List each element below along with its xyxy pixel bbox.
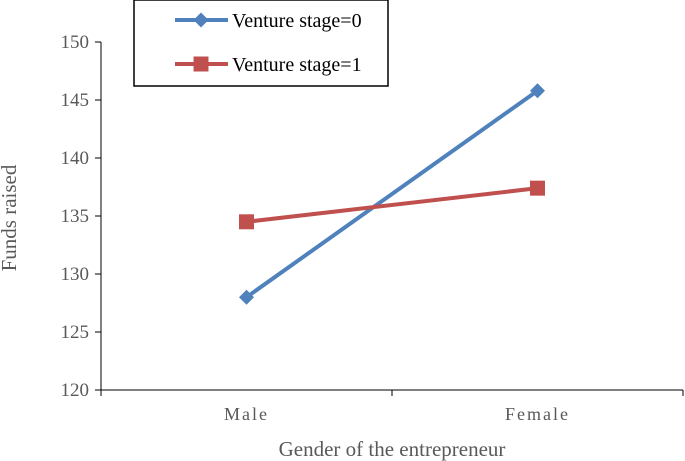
legend-item-2: Venture stage=1 <box>175 54 362 76</box>
series-line-2 <box>246 186 538 224</box>
data-point-2-male <box>239 214 254 230</box>
data-point-1-female <box>530 83 545 99</box>
y-tick-label: 150 <box>61 32 90 53</box>
axes <box>95 41 684 396</box>
legend-marker <box>193 12 209 28</box>
data-point-2-female <box>530 180 545 196</box>
y-tick-label: 135 <box>61 206 90 227</box>
data-point-1-male <box>239 289 254 305</box>
legend-label: Venture stage=1 <box>232 54 362 76</box>
series-2 <box>239 180 545 230</box>
x-tick-label-male: Male <box>224 404 269 424</box>
y-tick-label: 145 <box>61 90 90 111</box>
y-axis-title: Funds raised <box>0 164 21 271</box>
x-axis-title: Gender of the entrepreneur <box>279 437 506 461</box>
legend-item-1: Venture stage=0 <box>175 10 362 32</box>
y-tick-label: 130 <box>61 264 90 285</box>
x-tick-labels: Male Female <box>224 404 570 424</box>
series-1 <box>239 83 545 305</box>
y-tick-label: 140 <box>61 148 90 169</box>
legend-label: Venture stage=0 <box>232 10 362 32</box>
y-tick-label: 125 <box>61 322 90 343</box>
legend: Venture stage=0 Venture stage=1 <box>133 0 389 87</box>
y-tick-label: 120 <box>61 380 90 401</box>
series-layer <box>239 83 545 305</box>
series-line-1 <box>245 89 539 299</box>
legend-marker <box>193 56 209 72</box>
legend-box <box>133 0 389 87</box>
y-tick-labels: 120 125 130 135 140 145 150 <box>61 32 90 401</box>
x-tick-label-female: Female <box>505 404 570 424</box>
